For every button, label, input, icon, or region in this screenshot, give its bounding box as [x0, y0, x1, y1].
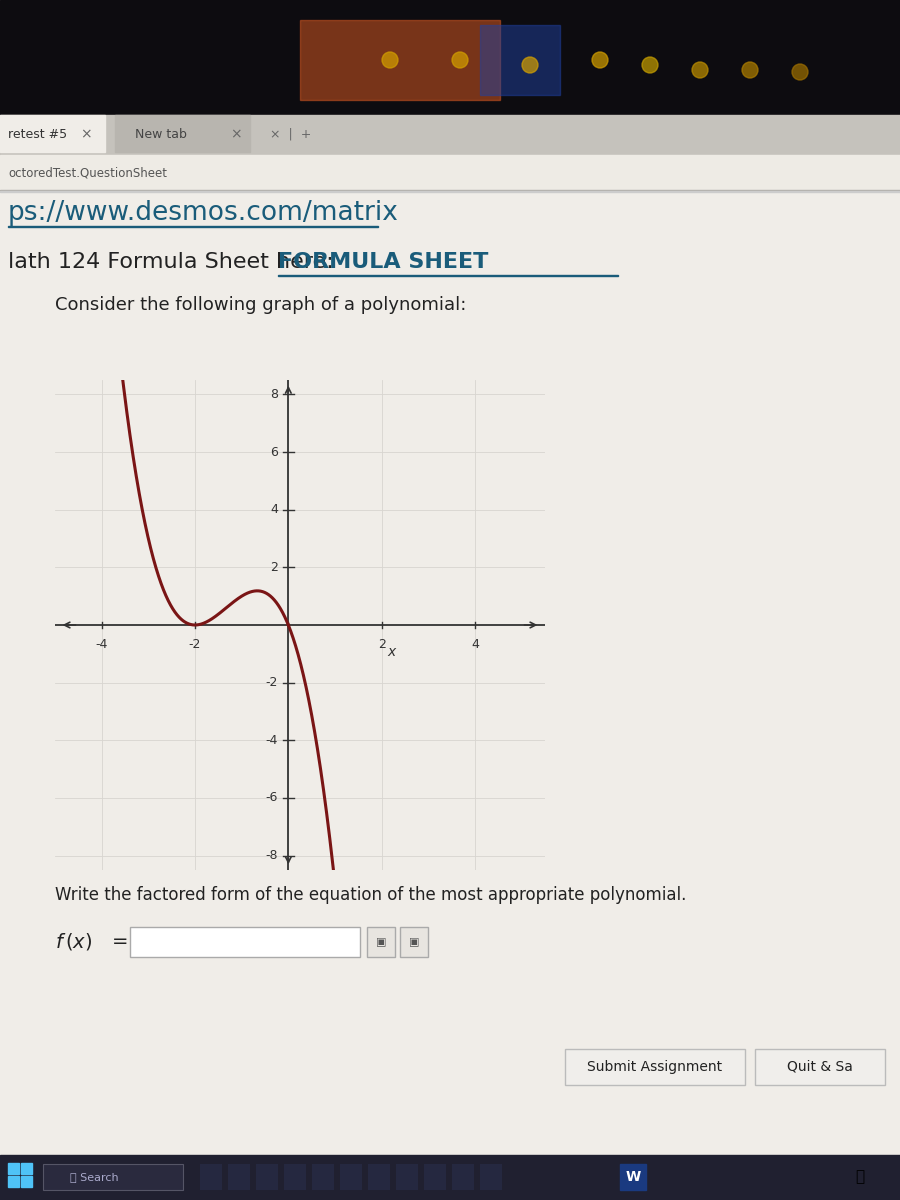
- Text: 4: 4: [471, 638, 479, 650]
- Text: ×: ×: [230, 127, 241, 140]
- Bar: [565, 1049, 745, 1085]
- Text: $f\,(x)$: $f\,(x)$: [55, 931, 92, 953]
- Bar: [340, 1164, 362, 1190]
- Bar: [55, 380, 545, 870]
- Bar: [424, 1164, 446, 1190]
- Bar: [0, 115, 105, 152]
- Text: 4: 4: [270, 503, 278, 516]
- Text: 2: 2: [378, 638, 385, 650]
- Circle shape: [692, 62, 708, 78]
- Circle shape: [382, 52, 398, 68]
- Bar: [21, 1176, 32, 1187]
- Bar: [480, 1164, 502, 1190]
- Text: -4: -4: [266, 733, 278, 746]
- Text: -4: -4: [95, 638, 108, 650]
- Text: ▣: ▣: [376, 937, 386, 947]
- Text: lath 124 Formula Sheet here:: lath 124 Formula Sheet here:: [8, 252, 334, 272]
- Bar: [0, 1154, 900, 1200]
- Text: -2: -2: [189, 638, 202, 650]
- Bar: [0, 155, 900, 190]
- Circle shape: [792, 64, 808, 80]
- Text: 2: 2: [270, 560, 278, 574]
- Text: W: W: [626, 1170, 641, 1184]
- Text: =: =: [112, 932, 129, 952]
- Bar: [452, 1164, 474, 1190]
- Text: 🔍 Search: 🔍 Search: [70, 1172, 119, 1182]
- Circle shape: [592, 52, 608, 68]
- Bar: [8, 1163, 19, 1174]
- Bar: [278, 275, 618, 276]
- Bar: [755, 1049, 885, 1085]
- Bar: [400, 926, 428, 958]
- Bar: [0, 115, 900, 155]
- Text: 🖥: 🖥: [855, 1170, 865, 1184]
- Bar: [300, 20, 500, 100]
- Bar: [8, 226, 378, 227]
- Bar: [200, 1164, 222, 1190]
- Bar: [0, 0, 900, 115]
- Text: ×: ×: [80, 127, 92, 140]
- Bar: [21, 1163, 32, 1174]
- Text: -8: -8: [266, 850, 278, 862]
- Bar: [396, 1164, 418, 1190]
- Bar: [256, 1164, 278, 1190]
- Text: Submit Assignment: Submit Assignment: [588, 1060, 723, 1074]
- Text: New tab: New tab: [135, 127, 187, 140]
- Text: Consider the following graph of a polynomial:: Consider the following graph of a polyno…: [55, 296, 466, 314]
- Bar: [8, 1176, 19, 1187]
- Text: 8: 8: [270, 388, 278, 401]
- Text: 6: 6: [270, 445, 278, 458]
- Text: Write the factored form of the equation of the most appropriate polynomial.: Write the factored form of the equation …: [55, 886, 687, 904]
- Bar: [0, 190, 900, 1200]
- Text: -6: -6: [266, 792, 278, 804]
- Bar: [367, 926, 395, 958]
- Bar: [115, 115, 250, 152]
- Bar: [480, 25, 560, 95]
- Circle shape: [452, 52, 468, 68]
- Circle shape: [742, 62, 758, 78]
- Text: ▣: ▣: [409, 937, 419, 947]
- Circle shape: [642, 56, 658, 73]
- Text: x: x: [387, 646, 395, 659]
- Text: Quit & Sa: Quit & Sa: [788, 1060, 853, 1074]
- Bar: [620, 1164, 646, 1190]
- Bar: [43, 1164, 183, 1190]
- Bar: [368, 1164, 390, 1190]
- Bar: [130, 926, 360, 958]
- Text: -2: -2: [266, 676, 278, 689]
- Bar: [284, 1164, 306, 1190]
- Bar: [312, 1164, 334, 1190]
- Text: octoredTest.QuestionSheet: octoredTest.QuestionSheet: [8, 167, 167, 180]
- Text: FORMULA SHEET: FORMULA SHEET: [278, 252, 489, 272]
- Circle shape: [522, 56, 538, 73]
- Text: ×  |  +: × | +: [270, 127, 311, 140]
- Bar: [228, 1164, 250, 1190]
- Text: retest #5: retest #5: [8, 127, 68, 140]
- Text: ps://www.desmos.com/matrix: ps://www.desmos.com/matrix: [8, 200, 399, 226]
